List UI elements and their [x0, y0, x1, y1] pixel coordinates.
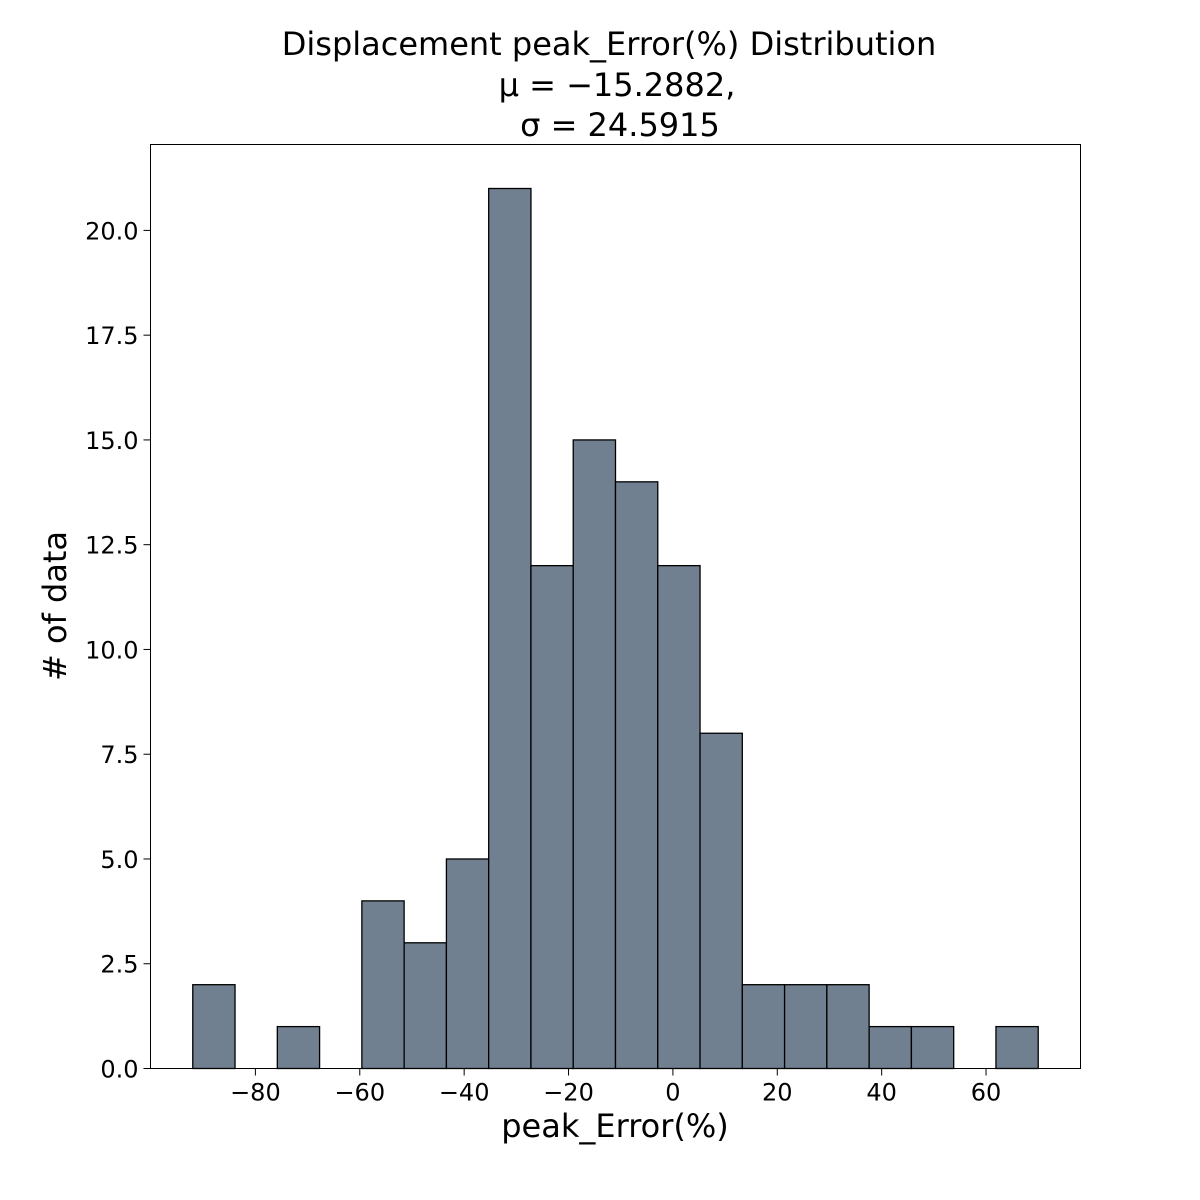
histogram-bar [488, 187, 532, 1070]
chart-title-line-3-std: σ = 24.5915 [520, 106, 720, 144]
histogram-bar [572, 439, 617, 1070]
chart-title: Displacement peak_Error(%) Distribution … [282, 25, 937, 144]
chart-title-line-1: Displacement peak_Error(%) Distribution [282, 25, 937, 63]
histogram-bar [699, 732, 743, 1070]
histogram-bar [530, 564, 574, 1070]
x-axis-ticks: −80 −60 −40 −20 0 20 40 60 [230, 1068, 1002, 1107]
histogram-bar [868, 1025, 913, 1070]
histogram-bar [361, 900, 405, 1070]
x-tick-label: −80 [230, 1079, 281, 1107]
y-tick-label: 15.0 [85, 427, 138, 455]
y-tick-label: 7.5 [100, 741, 138, 769]
y-tick-label: 12.5 [85, 532, 138, 560]
histogram-bar [403, 942, 448, 1070]
histogram-bar [276, 1025, 321, 1070]
histogram-bar [445, 858, 490, 1070]
y-tick-label: 2.5 [100, 951, 138, 979]
histogram-bar [826, 984, 870, 1070]
y-axis-label: # of data [36, 531, 74, 681]
y-tick-label: 0.0 [100, 1056, 138, 1084]
histogram-bar [910, 1025, 955, 1070]
histogram-bar [657, 564, 701, 1070]
x-tick-label: 60 [971, 1079, 1002, 1107]
x-axis-label: peak_Error(%) [501, 1107, 729, 1145]
x-tick-label: −60 [334, 1079, 385, 1107]
x-tick-label: −40 [439, 1079, 490, 1107]
histogram-bar [741, 984, 786, 1070]
x-tick-label: −20 [543, 1079, 594, 1107]
y-tick-label: 5.0 [100, 846, 138, 874]
histogram-bar [783, 984, 828, 1070]
plot-area-frame [150, 144, 1081, 1069]
histogram-bar [192, 984, 236, 1070]
bars-layer [192, 187, 1039, 1070]
histogram-bar [995, 1025, 1039, 1070]
y-tick-label: 10.0 [85, 636, 138, 664]
y-axis-ticks: 0.0 2.5 5.0 7.5 10.0 12.5 15.0 17.5 20.0 [85, 217, 151, 1084]
histogram-bar [614, 481, 659, 1070]
y-tick-label: 17.5 [85, 322, 138, 350]
x-tick-label: 40 [866, 1079, 897, 1107]
x-tick-label: 0 [665, 1079, 680, 1107]
y-tick-label: 20.0 [85, 217, 138, 245]
x-tick-label: 20 [762, 1079, 793, 1107]
chart-title-line-2-mean: μ = −15.2882, [499, 66, 736, 104]
